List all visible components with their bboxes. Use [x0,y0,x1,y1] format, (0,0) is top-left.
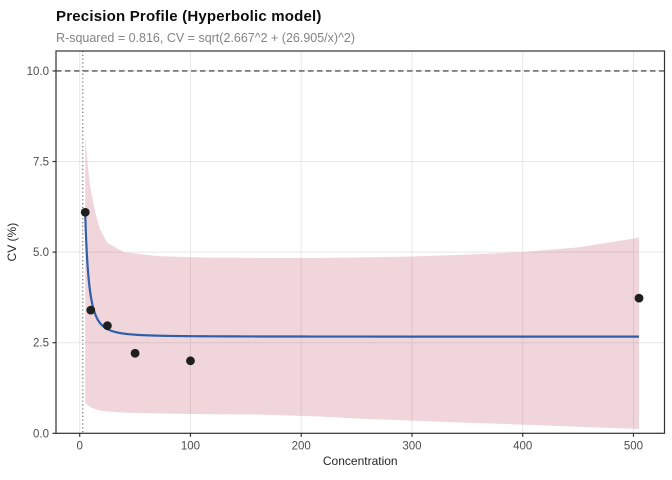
x-axis-title: Concentration [323,454,398,468]
data-point [634,293,644,303]
data-point [102,321,112,331]
x-tick-label: 400 [513,440,532,452]
fitted-curve [84,215,640,338]
data-point [80,207,90,217]
data-point [186,356,195,366]
confidence-ribbon [85,136,640,429]
x-tick-label: 300 [402,440,421,452]
y-tick-label: 7.5 [33,157,49,169]
data-point [130,348,140,358]
panel-border [55,50,666,434]
y-tick-label: 2.5 [33,338,49,350]
y-tick-label: 5.0 [33,247,49,259]
data-point [86,305,96,315]
x-tick-label: 200 [292,440,311,452]
chart-title: Precision Profile (Hyperbolic model) [56,8,322,25]
x-tick-label: 500 [624,440,643,452]
y-axis-title: CV (%) [5,223,19,262]
x-tick-label: 0 [76,440,82,452]
y-tick-label: 0.0 [33,428,49,440]
chart-subtitle: R-squared = 0.816, CV = sqrt(2.667^2 + (… [56,31,356,45]
y-tick-label: 10.0 [27,66,49,78]
x-tick-label: 100 [181,440,200,452]
